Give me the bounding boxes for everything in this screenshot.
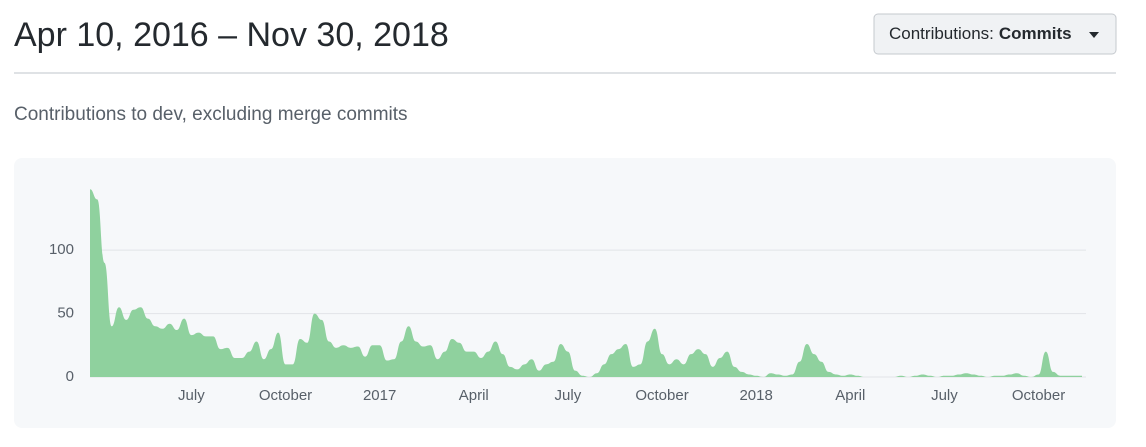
x-tick-label: October — [259, 387, 312, 404]
plot: 0 50 100 July October 2017 April July October 201… — [49, 189, 1086, 404]
x-tick-label: April — [459, 387, 489, 404]
x-tick-label: April — [835, 387, 865, 404]
x-tick-label: July — [555, 387, 582, 404]
x-tick-label: October — [635, 387, 688, 404]
contributions-button[interactable]: Contributions: Commits — [873, 13, 1117, 55]
subtitle: Contributions to dev, excluding merge co… — [14, 104, 408, 125]
button-frame[interactable] — [873, 13, 1117, 55]
x-tick-label: October — [1012, 387, 1065, 404]
button-label-text[interactable]: Contributions: — [889, 24, 994, 43]
area — [90, 189, 1082, 377]
y-tick-label: 0 — [66, 368, 74, 385]
y-tick-label: 50 — [57, 305, 74, 322]
page-title: Apr 10, 2016 – Nov 30, 2018 — [14, 16, 449, 54]
caret[interactable] — [1089, 32, 1099, 38]
button-value[interactable]: Commits — [999, 24, 1072, 43]
chart-panel — [14, 158, 1116, 428]
y-tick-label: 100 — [49, 241, 74, 258]
button-label[interactable]: Contributions: Commits — [889, 24, 1072, 43]
x-tick-label: July — [178, 387, 205, 404]
x-tick-label: 2017 — [363, 387, 396, 404]
x-tick-label: July — [931, 387, 958, 404]
x-tick-label: 2018 — [739, 387, 772, 404]
